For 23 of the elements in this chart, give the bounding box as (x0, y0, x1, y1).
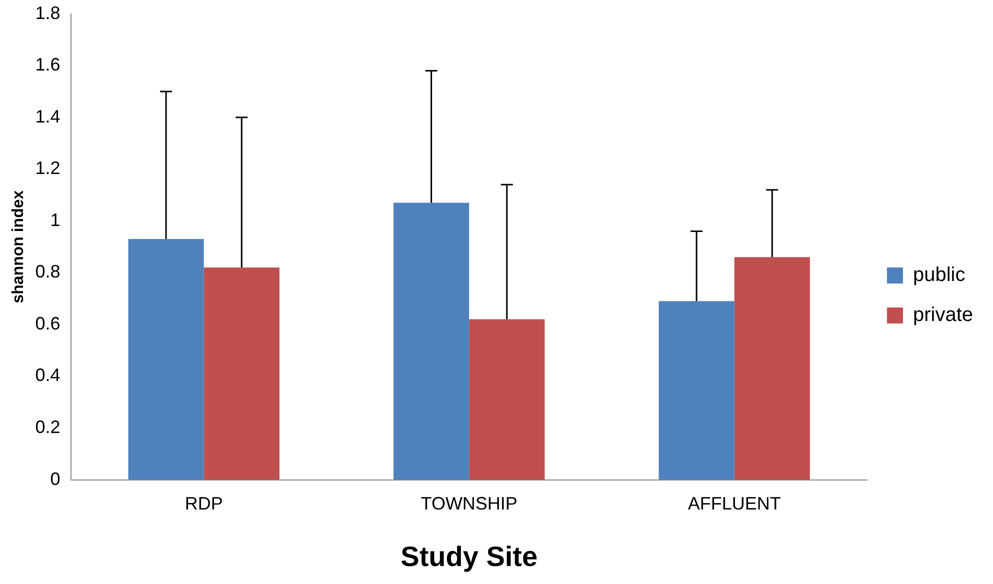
bar (658, 301, 734, 480)
x-tick-label: TOWNSHIP (420, 494, 518, 514)
y-tick-label: 0.8 (35, 262, 60, 282)
bar (204, 268, 280, 480)
y-tick-label: 1 (50, 210, 60, 230)
x-axis-title: Study Site (400, 540, 538, 572)
y-tick-label: 0 (50, 468, 60, 489)
bar (734, 257, 810, 480)
y-tick-label: 1.4 (35, 106, 60, 126)
y-tick-label: 0.2 (35, 416, 60, 437)
y-axis-title: shannon index (10, 190, 28, 304)
x-tick-label: AFFLUENT (688, 494, 781, 514)
x-tick-label: RDP (184, 494, 223, 514)
bar (128, 239, 204, 480)
y-tick-label: 1.6 (35, 54, 60, 75)
y-tick-label: 1.2 (35, 158, 60, 178)
bar (394, 202, 470, 480)
y-tick-label: 0.6 (35, 313, 60, 334)
bar (469, 319, 545, 480)
legend-label: public (912, 264, 966, 286)
y-tick-label: 0.4 (35, 365, 60, 386)
y-tick-label: 1.8 (35, 2, 60, 23)
legend-label: private (912, 304, 973, 326)
